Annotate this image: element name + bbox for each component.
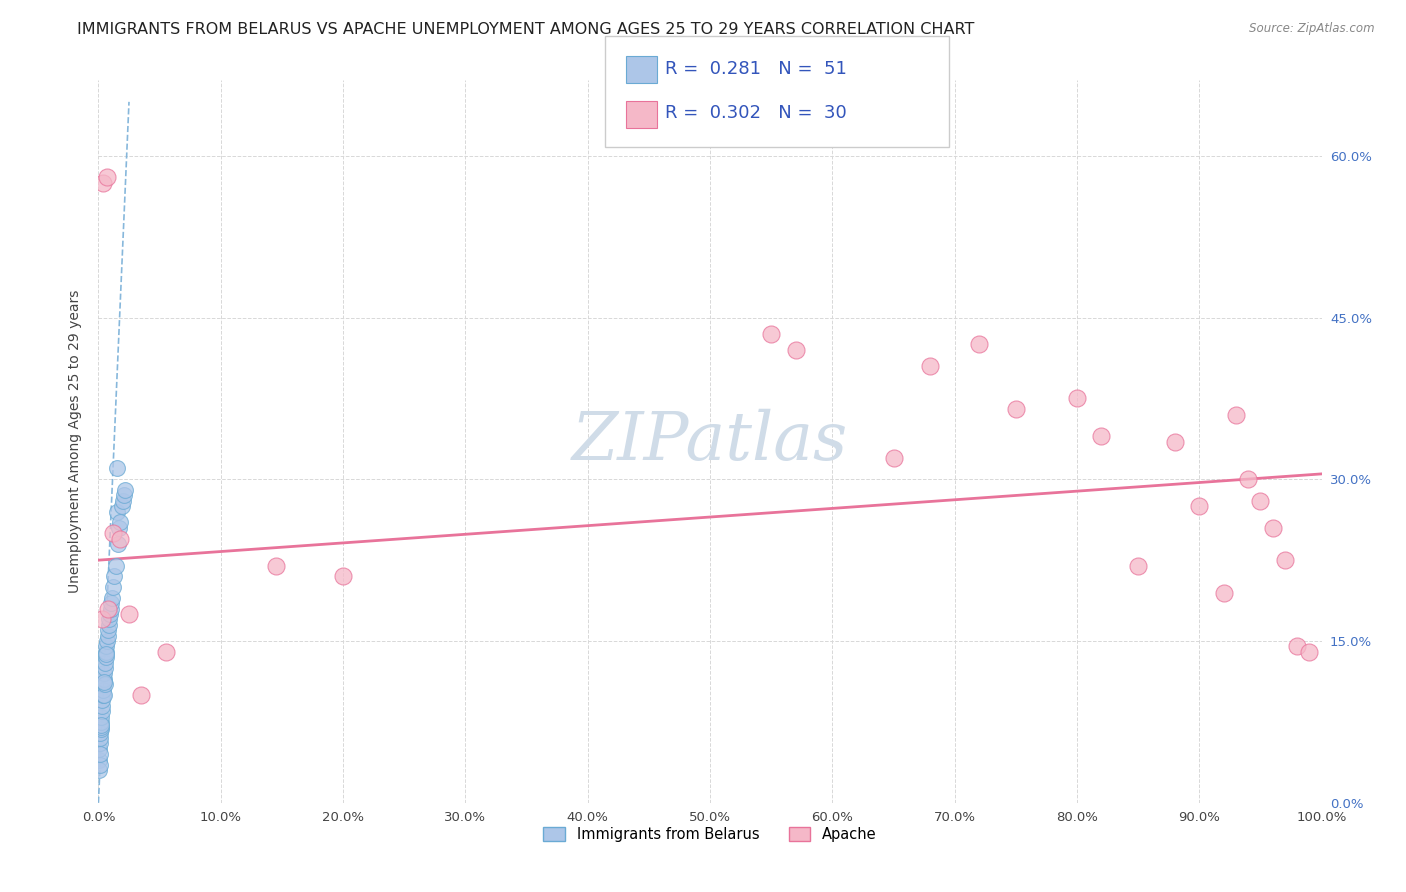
- Point: [87, 753, 110, 767]
- Point: [118, 607, 141, 621]
- Point: [98, 607, 121, 621]
- Point: [1250, 493, 1272, 508]
- Point: [103, 569, 125, 583]
- Point: [104, 558, 127, 573]
- Point: [1298, 645, 1320, 659]
- Point: [1237, 472, 1260, 486]
- Point: [94, 645, 117, 659]
- Point: [155, 645, 177, 659]
- Point: [98, 612, 121, 626]
- Point: [1225, 408, 1247, 422]
- Point: [1090, 429, 1112, 443]
- Y-axis label: Unemployment Among Ages 25 to 29 years: Unemployment Among Ages 25 to 29 years: [69, 290, 83, 593]
- Point: [93, 675, 115, 690]
- Point: [89, 731, 111, 745]
- Point: [1004, 402, 1026, 417]
- Point: [94, 677, 117, 691]
- Point: [129, 688, 152, 702]
- Point: [1212, 585, 1234, 599]
- Point: [105, 505, 128, 519]
- Point: [114, 483, 136, 497]
- Point: [94, 650, 117, 665]
- Point: [89, 764, 111, 778]
- Point: [90, 723, 112, 737]
- Point: [97, 601, 120, 615]
- Point: [1274, 553, 1296, 567]
- Point: [107, 537, 129, 551]
- Point: [89, 758, 111, 772]
- Point: [101, 526, 124, 541]
- Point: [90, 718, 112, 732]
- Point: [101, 591, 124, 605]
- Point: [91, 698, 114, 713]
- Text: Source: ZipAtlas.com: Source: ZipAtlas.com: [1250, 22, 1375, 36]
- Text: R =  0.281   N =  51: R = 0.281 N = 51: [665, 60, 846, 78]
- Point: [110, 516, 132, 530]
- Point: [91, 612, 114, 626]
- Point: [110, 532, 132, 546]
- Text: IMMIGRANTS FROM BELARUS VS APACHE UNEMPLOYMENT AMONG AGES 25 TO 29 YEARS CORRELA: IMMIGRANTS FROM BELARUS VS APACHE UNEMPL…: [77, 22, 974, 37]
- Point: [100, 596, 122, 610]
- Point: [90, 720, 112, 734]
- Point: [967, 337, 990, 351]
- Point: [1188, 500, 1211, 514]
- Point: [91, 693, 114, 707]
- Point: [761, 326, 783, 341]
- Point: [91, 176, 114, 190]
- Point: [111, 493, 134, 508]
- Point: [91, 688, 114, 702]
- Point: [264, 558, 287, 573]
- Text: R =  0.302   N =  30: R = 0.302 N = 30: [665, 104, 846, 122]
- Point: [93, 672, 115, 686]
- Legend: Immigrants from Belarus, Apache: Immigrants from Belarus, Apache: [536, 820, 884, 850]
- Point: [89, 737, 111, 751]
- Point: [91, 677, 114, 691]
- Point: [105, 461, 128, 475]
- Point: [1164, 434, 1187, 449]
- Point: [89, 747, 111, 762]
- Point: [97, 624, 120, 638]
- Point: [108, 521, 131, 535]
- Point: [97, 618, 120, 632]
- Point: [96, 640, 118, 654]
- Point: [1128, 558, 1150, 573]
- Point: [89, 725, 111, 739]
- Point: [93, 688, 115, 702]
- Point: [785, 343, 807, 357]
- Point: [90, 704, 112, 718]
- Point: [97, 629, 120, 643]
- Point: [920, 359, 942, 373]
- Point: [94, 647, 117, 661]
- Point: [93, 666, 115, 681]
- Point: [1261, 521, 1284, 535]
- Text: ZIPatlas: ZIPatlas: [572, 409, 848, 475]
- Point: [90, 709, 112, 723]
- Point: [1286, 640, 1309, 654]
- Point: [90, 714, 112, 729]
- Point: [1066, 392, 1088, 406]
- Point: [101, 580, 124, 594]
- Point: [89, 742, 111, 756]
- Point: [112, 488, 135, 502]
- Point: [100, 601, 122, 615]
- Point: [883, 450, 905, 465]
- Point: [96, 170, 118, 185]
- Point: [96, 634, 118, 648]
- Point: [94, 656, 117, 670]
- Point: [111, 500, 134, 514]
- Point: [91, 682, 114, 697]
- Point: [332, 569, 354, 583]
- Point: [93, 661, 115, 675]
